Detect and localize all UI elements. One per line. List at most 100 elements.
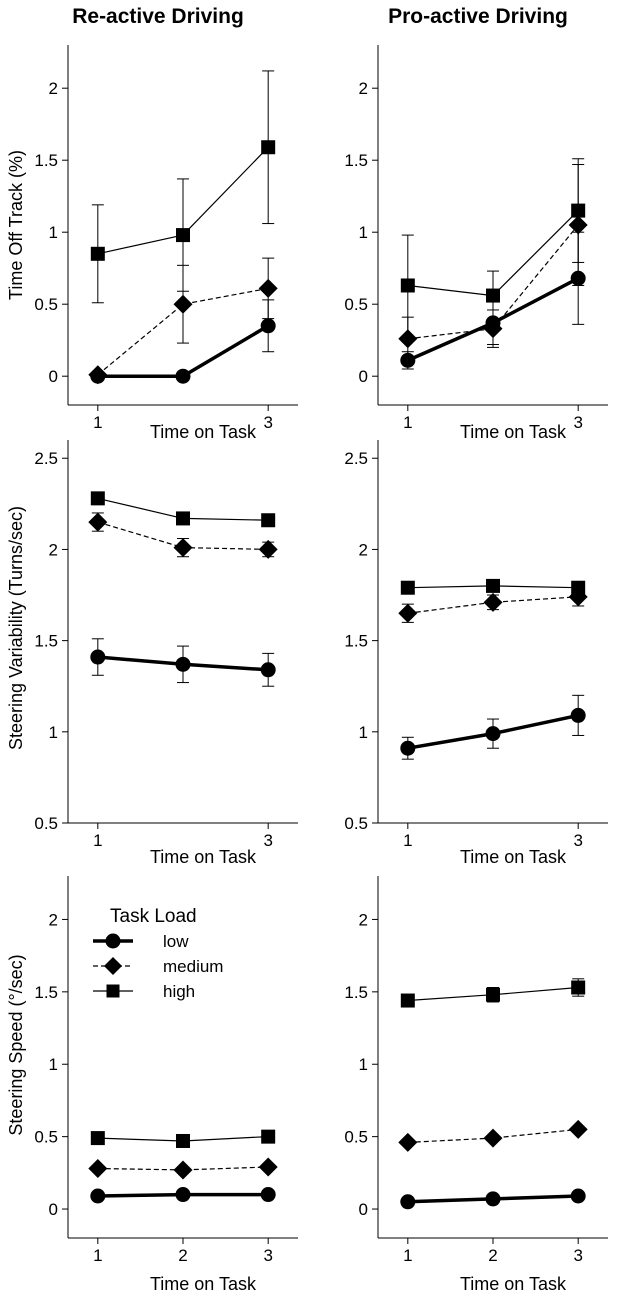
data-point-low [260, 318, 276, 334]
series-low [400, 694, 586, 760]
y-tick-label: 1.5 [344, 151, 368, 170]
data-point-high [571, 580, 586, 595]
data-point-high [571, 980, 586, 995]
data-point-low [260, 1187, 276, 1203]
data-point-high [486, 288, 500, 303]
data-point-low [485, 1191, 501, 1207]
x-tick-label: 3 [573, 413, 582, 432]
data-point-high [261, 513, 276, 528]
x-tick-label: 1 [403, 1246, 412, 1265]
y-tick-label: 0 [49, 367, 58, 386]
data-point-high [261, 1129, 276, 1144]
panel-5: 0 0.5 1 1.5 2 1 2 3 Time on Task [344, 876, 608, 1294]
data-point-medium [88, 512, 108, 532]
data-point-medium [398, 603, 418, 623]
y-tick-label: 0.5 [34, 1128, 58, 1147]
series-high [400, 158, 586, 337]
legend-label-high: high [163, 982, 195, 1001]
data-point-medium [483, 1128, 503, 1148]
y-tick-label: 1.5 [34, 151, 58, 170]
data-point-medium [258, 539, 278, 559]
y-tick-label: 1 [359, 223, 368, 242]
x-axis-label: Time on Task [460, 847, 567, 867]
y-tick-label: 1 [359, 723, 368, 742]
series-medium [88, 257, 278, 385]
data-point-medium [258, 1157, 278, 1177]
data-point-high [400, 278, 415, 293]
x-axis-label: Time on Task [150, 847, 257, 867]
series-line-medium [97, 287, 269, 376]
x-tick-label: 2 [488, 1246, 497, 1265]
legend-entry-low: low [93, 932, 189, 951]
y-tick-label: 0 [359, 1200, 368, 1219]
y-tick-label: 0 [49, 1200, 58, 1219]
y-tick-label: 2 [49, 910, 58, 929]
data-point-low [400, 1194, 416, 1210]
y-tick-label: 1.5 [344, 632, 368, 651]
series-medium [88, 512, 278, 559]
data-point-medium [398, 1132, 418, 1152]
data-point-medium [173, 538, 193, 558]
series-medium [398, 1119, 588, 1152]
series-high [90, 1129, 276, 1148]
x-tick-label: 3 [263, 413, 272, 432]
ylabel-steering-variability: Steering Variability (Turns/sec) [6, 506, 26, 750]
series-line-medium [97, 1166, 269, 1171]
ylabel-steering-speed: Steering Speed (°/sec) [6, 954, 26, 1135]
y-tick-label: 0.5 [344, 1128, 368, 1147]
x-tick-label: 2 [178, 1246, 187, 1265]
x-tick-label: 1 [93, 1246, 102, 1265]
series-line-medium [407, 224, 579, 340]
series-line-medium [407, 596, 579, 614]
data-point-high [176, 228, 190, 243]
data-point-low [175, 1187, 191, 1203]
data-point-high [486, 987, 500, 1002]
x-tick-label: 3 [573, 831, 582, 850]
series-high [400, 578, 586, 595]
ylabel-time-off-track: Time Off Track (%) [6, 150, 26, 300]
legend-entry-high: high [93, 982, 195, 1001]
y-tick-label: 0.5 [344, 295, 368, 314]
series-high [90, 491, 276, 528]
y-tick-label: 2 [359, 910, 368, 929]
panel-1: 0 0.5 1 1.5 2 1 3 Time on Task [344, 45, 608, 442]
series-high [400, 978, 586, 1008]
series-medium [88, 1157, 278, 1180]
y-tick-label: 0 [359, 367, 368, 386]
panel-0: 0 0.5 1 1.5 2 1 3 Time on Task [34, 45, 298, 442]
data-point-medium [88, 365, 108, 385]
legend-entry-medium: medium [93, 957, 223, 976]
data-point-medium [173, 294, 193, 314]
x-tick-label: 3 [263, 1246, 272, 1265]
data-point-high [176, 1133, 190, 1148]
y-tick-label: 2 [359, 79, 368, 98]
data-point-low [570, 1188, 586, 1204]
data-point-high [400, 580, 415, 595]
x-axis-label: Time on Task [460, 422, 567, 442]
x-tick-label: 3 [263, 831, 272, 850]
panel-2: 0.5 1 1.5 2 2.5 1 3 Time on Task [34, 440, 298, 867]
y-tick-label: 2 [49, 79, 58, 98]
series-line-medium [407, 1128, 579, 1143]
series-low [90, 638, 276, 687]
data-point-low [400, 740, 416, 756]
series-medium [398, 164, 588, 361]
legend: Task Load low medium high [93, 906, 223, 1001]
data-point-low [570, 707, 586, 723]
x-axis-label: Time on Task [460, 1274, 567, 1294]
y-tick-label: 1.5 [34, 632, 58, 651]
data-point-low [90, 1188, 106, 1204]
data-point-low [175, 656, 191, 672]
data-point-medium [398, 329, 418, 349]
y-tick-label: 0.5 [34, 814, 58, 833]
y-tick-label: 2.5 [34, 449, 58, 468]
y-tick-label: 1.5 [344, 983, 368, 1002]
y-tick-label: 2 [49, 540, 58, 559]
data-point-medium [173, 1160, 193, 1180]
data-point-high [90, 246, 105, 261]
x-tick-label: 1 [93, 831, 102, 850]
data-point-high [176, 511, 190, 526]
data-point-medium [568, 1119, 588, 1139]
data-point-low [175, 368, 191, 384]
data-point-high [571, 203, 586, 218]
